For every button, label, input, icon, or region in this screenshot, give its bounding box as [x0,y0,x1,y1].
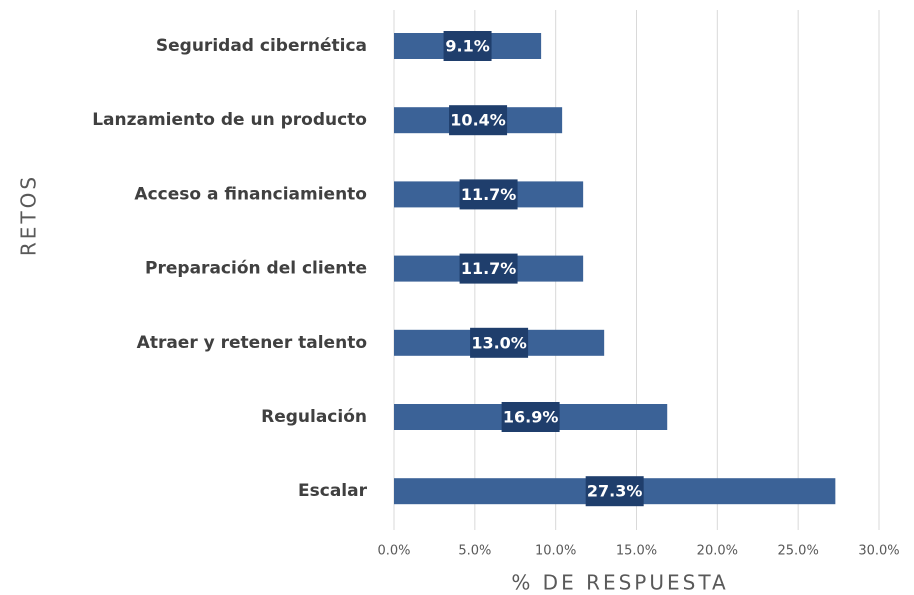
data-label-box [459,253,518,284]
data-label: 11.7% [461,259,517,278]
y-tick-label: Escalar [298,481,368,501]
y-tick-label: Preparación del cliente [145,259,367,279]
x-tick-label: 0.0% [377,544,410,559]
data-label-box [449,105,508,136]
data-label: 27.3% [587,482,643,501]
data-label-box [470,327,529,358]
y-tick-label: Atraer y retener talento [137,333,367,353]
y-tick-label: Seguridad cibernética [156,36,367,56]
data-label: 9.1% [445,37,489,56]
x-tick-label: 30.0% [858,544,899,559]
x-tick-label: 20.0% [697,544,738,559]
data-label: 10.4% [450,111,506,130]
data-label-box [443,31,492,61]
y-tick-label: Acceso a financiamiento [134,184,367,204]
y-axis-title: RETOS [17,174,41,256]
data-label: 13.0% [471,333,527,352]
x-tick-label: 10.0% [535,544,576,559]
data-label-box [501,402,560,432]
x-tick-label: 5.0% [458,544,491,559]
data-label: 11.7% [461,185,517,204]
y-tick-label: Regulación [261,407,367,427]
x-tick-label: 15.0% [616,544,657,559]
data-label: 16.9% [503,408,559,427]
data-label-box [459,179,518,210]
x-axis-title: % DE RESPUESTA [511,571,728,595]
data-label-box [585,476,644,507]
y-tick-label: Lanzamiento de un producto [92,110,367,130]
x-tick-label: 25.0% [778,544,819,559]
